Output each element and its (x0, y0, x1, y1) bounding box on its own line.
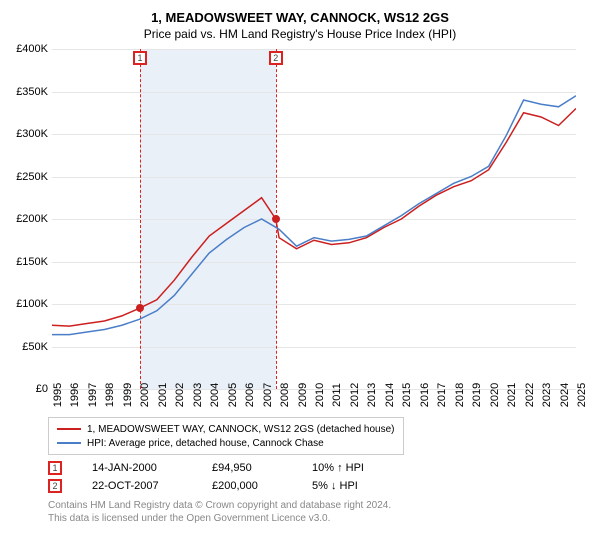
y-axis-label: £300K (12, 128, 48, 140)
series-svg (52, 49, 576, 389)
chart-container: 1, MEADOWSWEET WAY, CANNOCK, WS12 2GS Pr… (0, 0, 600, 560)
legend-item: HPI: Average price, detached house, Cann… (57, 436, 395, 450)
y-axis-label: £100K (12, 298, 48, 310)
series-line (52, 109, 576, 327)
footer-line1: Contains HM Land Registry data © Crown c… (48, 499, 588, 512)
y-axis-label: £50K (12, 341, 48, 353)
marker-delta: 10% ↑ HPI (312, 462, 412, 474)
y-axis-label: £200K (12, 213, 48, 225)
chart-subtitle: Price paid vs. HM Land Registry's House … (12, 27, 588, 41)
marker-number-box: 2 (48, 479, 62, 493)
legend-label: 1, MEADOWSWEET WAY, CANNOCK, WS12 2GS (d… (87, 424, 395, 435)
legend: 1, MEADOWSWEET WAY, CANNOCK, WS12 2GS (d… (48, 417, 404, 455)
y-axis-label: £0 (12, 383, 48, 395)
y-axis-label: £150K (12, 256, 48, 268)
y-axis-label: £350K (12, 86, 48, 98)
footer-line2: This data is licensed under the Open Gov… (48, 512, 588, 525)
markers-table: 1 14-JAN-2000 £94,950 10% ↑ HPI 2 22-OCT-2007… (48, 461, 588, 493)
marker-delta: 5% ↓ HPI (312, 480, 412, 492)
y-axis-label: £250K (12, 171, 48, 183)
legend-swatch (57, 442, 81, 444)
marker-row: 1 14-JAN-2000 £94,950 10% ↑ HPI (48, 461, 588, 475)
chart-title: 1, MEADOWSWEET WAY, CANNOCK, WS12 2GS (12, 10, 588, 25)
legend-swatch (57, 428, 81, 430)
marker-date: 22-OCT-2007 (92, 480, 182, 492)
footer: Contains HM Land Registry data © Crown c… (48, 499, 588, 525)
legend-label: HPI: Average price, detached house, Cann… (87, 438, 324, 449)
marker-price: £200,000 (212, 480, 282, 492)
plot-area: £0£50K£100K£150K£200K£250K£300K£350K£400… (12, 49, 582, 409)
event-point (272, 215, 280, 223)
marker-date: 14-JAN-2000 (92, 462, 182, 474)
y-axis-label: £400K (12, 43, 48, 55)
series-line (52, 96, 576, 335)
marker-number-box: 1 (48, 461, 62, 475)
x-axis-label: 2025 (576, 383, 588, 407)
marker-price: £94,950 (212, 462, 282, 474)
event-point (136, 304, 144, 312)
marker-row: 2 22-OCT-2007 £200,000 5% ↓ HPI (48, 479, 588, 493)
legend-item: 1, MEADOWSWEET WAY, CANNOCK, WS12 2GS (d… (57, 422, 395, 436)
